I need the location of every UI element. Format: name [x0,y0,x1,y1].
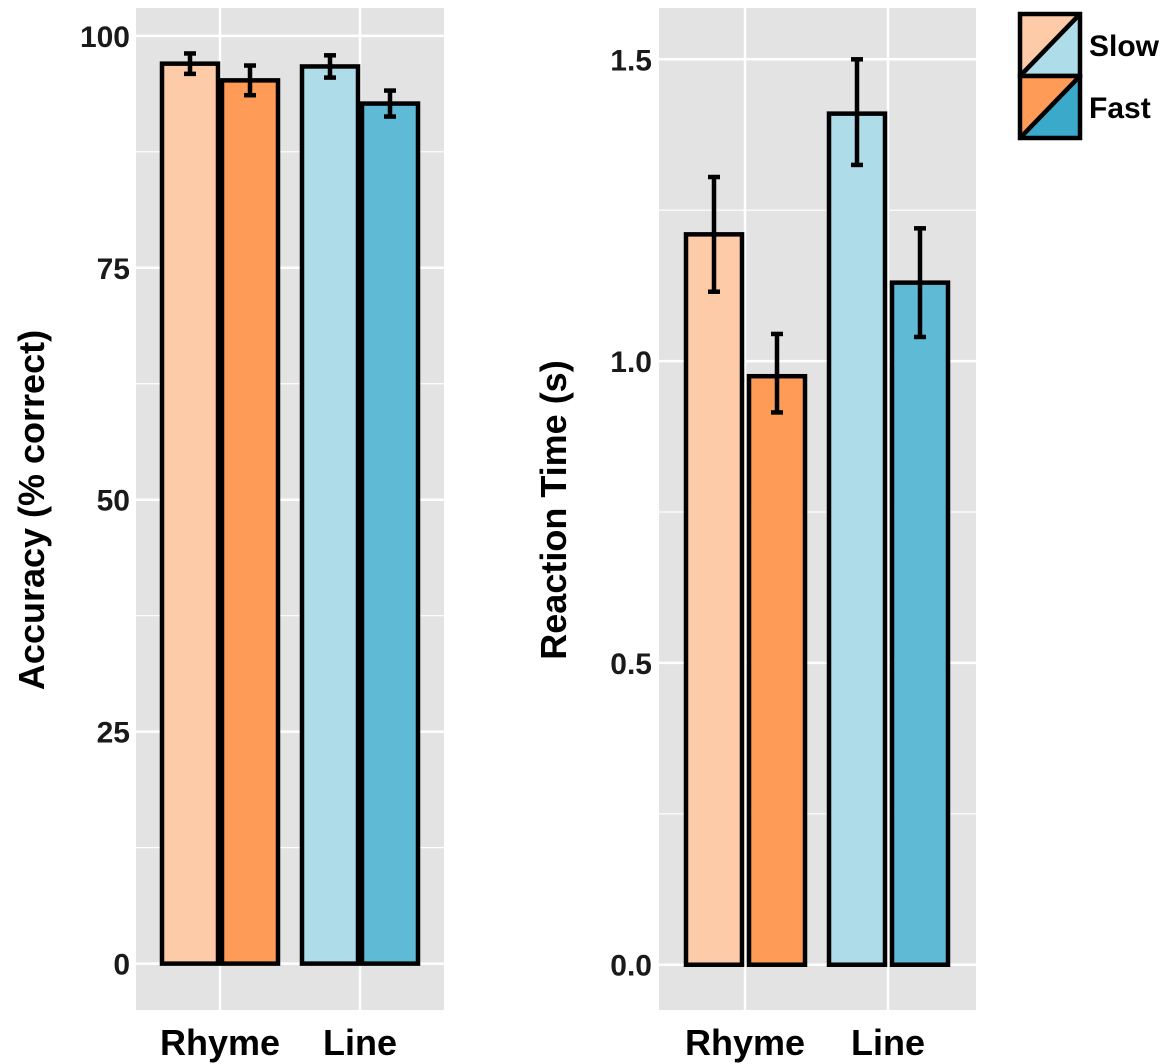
panel-accuracy: 0 25 50 75 100 Rhyme Line Accuracy (% correct) [11,8,444,1063]
y-axis-title: Accuracy (% correct) [11,330,52,690]
y-tick-label: 1.5 [610,44,652,77]
bar-rhyme-slow [159,61,221,966]
legend: Slow Fast [1017,11,1160,141]
error-bar-line-slow [851,57,863,168]
x-category-label: Line [323,1022,397,1063]
error-bar-line-slow [324,53,336,80]
y-tick-label: 100 [80,21,130,54]
y-tick-label: 50 [97,485,130,518]
y-tick-label: 75 [97,253,130,286]
error-bar-rhyme-slow [708,174,720,294]
panel-reaction-time: 0.0 0.5 1.0 1.5 Rhyme Line Reaction Time (s) [533,8,976,1063]
error-bar-line-fast [384,88,396,119]
legend-key-fast [1017,73,1083,141]
legend-label-fast: Fast [1089,92,1151,125]
y-tick-label: 0.5 [610,648,652,681]
bar-rhyme-slow [683,232,745,967]
y-tick-label: 0.0 [610,950,652,983]
bar-line-slow [299,64,361,966]
error-bar-rhyme-fast [244,63,256,98]
error-bar-rhyme-slow [184,51,196,77]
error-bar-line-fast [914,226,926,340]
x-category-label: Rhyme [160,1022,280,1063]
y-tick-label: 1.0 [610,346,652,379]
y-axis-title: Reaction Time (s) [533,360,574,659]
bar-line-slow [826,111,888,967]
legend-label-slow: Slow [1089,30,1160,63]
bar-line-fast [889,280,951,967]
x-category-label: Rhyme [685,1022,805,1063]
error-bar-rhyme-fast [771,331,783,415]
bar-line-fast [359,101,421,966]
y-tick-label: 25 [97,717,130,750]
bar-rhyme-fast [746,373,808,967]
x-category-label: Line [851,1022,925,1063]
y-tick-label: 0 [113,949,130,982]
legend-key-slow [1017,11,1083,79]
bar-rhyme-fast [219,78,281,966]
